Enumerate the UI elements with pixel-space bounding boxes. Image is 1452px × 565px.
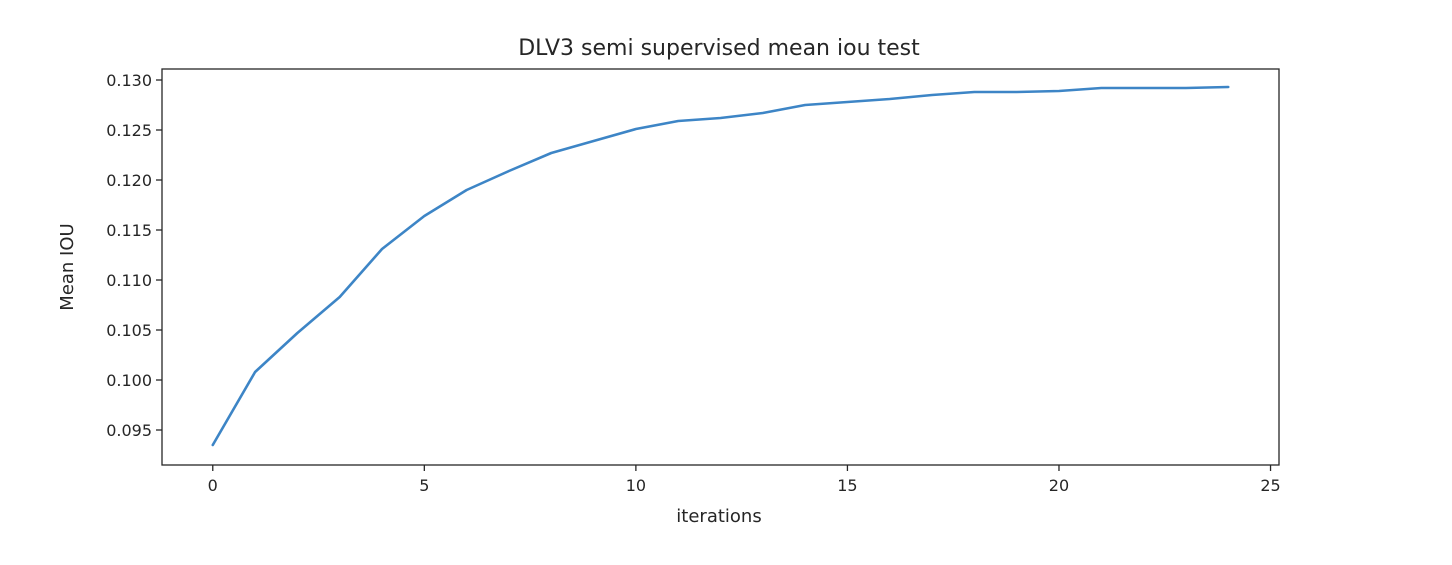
y-tick-label: 0.100: [106, 371, 152, 390]
y-axis-label: Mean IOU: [57, 223, 78, 310]
x-tick-label: 15: [837, 476, 857, 495]
series-line: [211, 85, 1230, 447]
y-tick-label: 0.125: [106, 121, 152, 140]
plot-area: 0 5 10 15 20 25 0.095 0.100 0.105 0.110 0.115 0.120…: [106, 71, 1281, 495]
y-tick-label: 0.105: [106, 321, 152, 340]
x-tick-label: 20: [1049, 476, 1069, 495]
y-tick-label: 0.130: [106, 71, 152, 90]
plot-frame: [161, 68, 1280, 466]
x-tick-label: 0: [208, 476, 218, 495]
y-tick-label: 0.110: [106, 271, 152, 290]
y-tick-label: 0.095: [106, 421, 152, 440]
x-tick-label: 10: [626, 476, 646, 495]
x-tick-label: 25: [1260, 476, 1280, 495]
x-axis-label: iterations: [676, 506, 761, 527]
chart-title: DLV3 semi supervised mean iou test: [518, 36, 920, 61]
x-tick-label: 5: [419, 476, 429, 495]
y-tick-label: 0.120: [106, 171, 152, 190]
y-tick-label: 0.115: [106, 221, 152, 240]
